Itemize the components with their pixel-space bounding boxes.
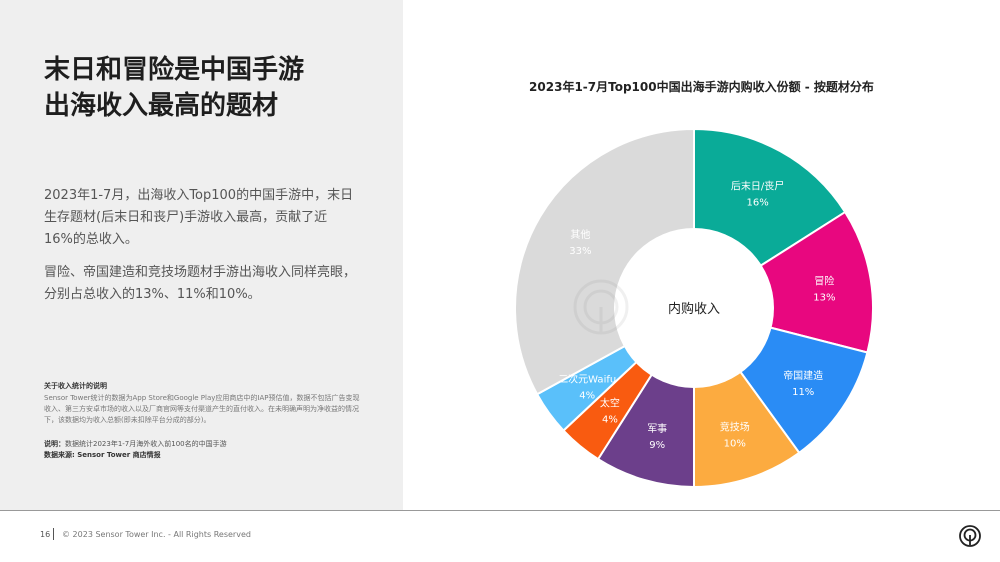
revenue-note-body: Sensor Tower统计的数据为App Store和Google Play应… [44,394,360,424]
slice-category-label: 其他 [570,228,590,241]
footer-divider [0,510,1000,511]
footnote-description: 说明：数据统计2023年1-7月海外收入前100名的中国手游 [44,439,227,449]
revenue-note-title: 关于收入统计的说明 [44,382,107,390]
slice-value-label: 10% [724,439,746,450]
slice-category-label: 帝国建造 [783,369,823,382]
slice-category-label: 军事 [647,422,667,435]
page-number: 16 [40,530,51,539]
slice-category-label: 冒险 [814,274,834,287]
donut-center-label: 内购收入 [668,301,720,317]
donut-hole [614,228,774,388]
slice-category-label: 竞技场 [720,421,750,434]
copyright-text: © 2023 Sensor Tower Inc. - All Rights Re… [62,530,251,539]
slice-category-label: 后末日/丧尸 [731,179,784,192]
slice-value-label: 13% [813,292,835,303]
footnote-description-text: 数据统计2023年1-7月海外收入前100名的中国手游 [65,440,227,448]
slice-value-label: 4% [579,391,595,402]
summary-paragraph-1: 2023年1-7月，出海收入Top100的中国手游中，末日生存题材(后末日和丧尸… [44,188,354,247]
footnote-source: 数据来源: Sensor Tower 商店情报 [44,450,161,460]
footer-separator [53,528,54,540]
slice-category-label: 太空 [600,397,620,410]
page-headline: 末日和冒险是中国手游 出海收入最高的题材 [44,52,304,124]
slice-value-label: 9% [649,440,665,451]
slice-value-label: 4% [602,415,618,426]
left-panel [0,0,403,510]
footnote-source-label: 数据来源: Sensor Tower 商店情报 [44,451,161,459]
slice-category-label: 二次元Waifu [558,373,616,386]
headline-line-1: 末日和冒险是中国手游 [44,55,305,85]
footnote-description-label: 说明： [44,440,65,448]
watermark-logo-icon [573,279,629,335]
slice-value-label: 16% [746,197,768,208]
chart-title: 2023年1-7月Top100中国出海手游内购收入份额 - 按题材分布 [529,80,874,94]
slice-value-label: 33% [569,246,591,257]
slice-value-label: 11% [792,387,814,398]
headline-line-2: 出海收入最高的题材 [44,91,279,121]
summary-paragraph-2: 冒险、帝国建造和竞技场题材手游出海收入同样亮眼，分别占总收入的13%、11%和1… [44,265,357,302]
sensor-tower-logo-icon [959,525,981,547]
